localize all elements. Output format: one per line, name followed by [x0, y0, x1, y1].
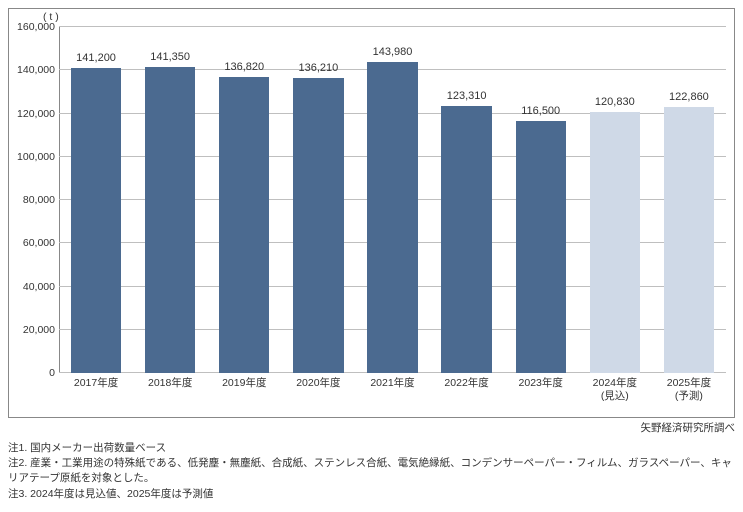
bar-value-label: 116,500 — [521, 105, 560, 117]
y-tick-label: 120,000 — [17, 108, 59, 120]
y-tick-label: 20,000 — [23, 324, 59, 336]
bar-value-label: 141,200 — [76, 52, 116, 64]
x-axis-category: 2024年度(見込) — [578, 377, 652, 413]
y-tick-label: 80,000 — [23, 194, 59, 206]
y-tick-label: 140,000 — [17, 64, 59, 76]
bar-slot: 120,830 — [578, 27, 652, 373]
bar-value-label: 143,980 — [373, 46, 413, 58]
bars: 141,200 141,350 136,820 136,210 143,980 123,3… — [59, 27, 726, 373]
bar-value-label: 122,860 — [669, 91, 709, 103]
bar: 123,310 — [441, 106, 491, 373]
note-1: 注1. 国内メーカー出荷数量ベース — [8, 441, 735, 456]
bar-slot: 116,500 — [504, 27, 578, 373]
chart-area: ( t ) 020,00040,00060,00080,000100,00012… — [8, 8, 735, 418]
y-tick-label: 0 — [49, 367, 59, 379]
bar-slot: 141,350 — [133, 27, 207, 373]
bar: 122,860 — [664, 107, 714, 373]
bar: 141,350 — [145, 67, 195, 373]
x-axis-category: 2021年度 — [355, 377, 429, 413]
x-axis-category: 2022年度 — [430, 377, 504, 413]
bar-slot: 143,980 — [355, 27, 429, 373]
y-tick-label: 40,000 — [23, 281, 59, 293]
bar: 120,830 — [590, 112, 640, 373]
x-axis-category: 2020年度 — [281, 377, 355, 413]
y-tick-label: 160,000 — [17, 21, 59, 33]
x-axis-category: 2025年度(予測) — [652, 377, 726, 413]
x-axis-category: 2017年度 — [59, 377, 133, 413]
bar: 141,200 — [71, 68, 121, 373]
bar-value-label: 136,210 — [298, 62, 338, 74]
note-3: 注3. 2024年度は見込値、2025年度は予測値 — [8, 487, 735, 502]
note-2: 注2. 産業・工業用途の特殊紙である、低発塵・無塵紙、合成紙、ステンレス合紙、電… — [8, 456, 735, 486]
y-tick-label: 100,000 — [17, 151, 59, 163]
bar-value-label: 123,310 — [447, 90, 487, 102]
x-axis-category: 2019年度 — [207, 377, 281, 413]
bar-slot: 136,210 — [281, 27, 355, 373]
x-axis-labels: 2017年度2018年度2019年度2020年度2021年度2022年度2023… — [59, 377, 726, 413]
bar: 143,980 — [367, 62, 417, 373]
bar: 136,210 — [293, 78, 343, 373]
notes: 注1. 国内メーカー出荷数量ベース 注2. 産業・工業用途の特殊紙である、低発塵… — [8, 441, 735, 502]
bar-value-label: 136,820 — [224, 61, 264, 73]
bar: 136,820 — [219, 77, 269, 373]
credit-text: 矢野経済研究所調べ — [8, 420, 735, 435]
x-axis-category: 2023年度 — [504, 377, 578, 413]
plot-region: 020,00040,00060,00080,000100,000120,0001… — [59, 27, 726, 373]
y-tick-label: 60,000 — [23, 237, 59, 249]
bar-slot: 136,820 — [207, 27, 281, 373]
x-axis-category: 2018年度 — [133, 377, 207, 413]
bar-value-label: 120,830 — [595, 96, 635, 108]
bar-slot: 141,200 — [59, 27, 133, 373]
bar-slot: 122,860 — [652, 27, 726, 373]
bar-slot: 123,310 — [430, 27, 504, 373]
bar-value-label: 141,350 — [150, 51, 190, 63]
bar: 116,500 — [516, 121, 566, 373]
